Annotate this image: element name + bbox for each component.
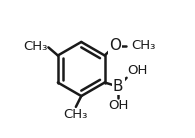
Text: B: B bbox=[113, 79, 123, 94]
Text: OH: OH bbox=[127, 64, 148, 77]
Text: CH₃: CH₃ bbox=[23, 40, 47, 53]
Text: O: O bbox=[109, 38, 121, 53]
Text: OH: OH bbox=[108, 99, 128, 112]
Text: CH₃: CH₃ bbox=[131, 39, 155, 52]
Text: CH₃: CH₃ bbox=[63, 108, 87, 121]
